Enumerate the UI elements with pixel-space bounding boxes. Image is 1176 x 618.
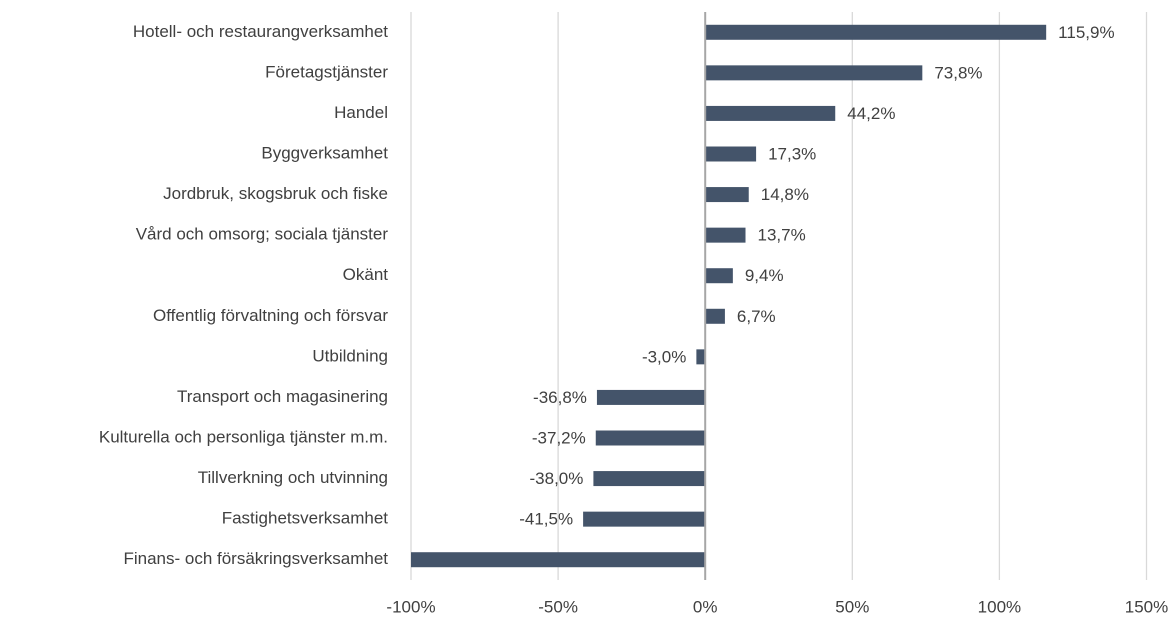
y-tick-label: Offentlig förvaltning och försvar [153,306,388,325]
bar [705,268,733,284]
bar [705,187,749,203]
y-tick-label: Handel [334,103,388,122]
data-label: 6,7% [737,307,776,326]
bar [593,471,706,487]
data-label: 73,8% [934,63,982,82]
data-label: -37,2% [532,428,586,447]
data-label: 13,7% [758,226,806,245]
y-tick-label: Tillverkning och utvinning [198,468,388,487]
data-label: 14,8% [761,185,809,204]
data-label: 9,4% [745,266,784,285]
y-tick-label: Hotell- och restaurangverksamhet [133,22,388,41]
x-tick-label: 50% [835,597,869,616]
data-label: 17,3% [768,144,816,163]
y-tick-label: Vård och omsorg; sociala tjänster [136,225,389,244]
data-label: -38,0% [530,469,584,488]
bar [583,511,706,527]
data-label: 115,9% [1058,23,1114,42]
y-tick-label: Kulturella och personliga tjänster m.m. [99,427,388,446]
bar [705,146,757,162]
x-tick-label: 100% [978,597,1021,616]
y-tick-label: Finans- och försäkringsverksamhet [123,549,388,568]
bar [596,389,706,405]
y-tick-label: Utbildning [312,346,388,365]
y-tick-label: Byggverksamhet [261,143,388,162]
data-label: -36,8% [533,388,587,407]
x-tick-label: -50% [538,597,578,616]
bar [705,227,746,243]
bar [411,552,706,568]
data-label: 44,2% [847,104,895,123]
y-tick-label: Företagstjänster [265,62,388,81]
x-tick-label: 0% [693,597,718,616]
x-tick-label: 150% [1125,597,1168,616]
y-tick-label: Transport och magasinering [177,387,388,406]
bar [696,349,706,365]
y-tick-label: Okänt [343,265,389,284]
y-tick-label: Fastighetsverksamhet [222,509,389,528]
bar [705,65,923,81]
bar [705,308,725,324]
y-tick-label: Jordbruk, skogsbruk och fiske [163,184,388,203]
bar [705,105,836,121]
data-label: -3,0% [642,347,686,366]
bar [705,24,1047,40]
x-tick-label: -100% [386,597,435,616]
bar [595,430,706,446]
data-label: -41,5% [519,510,573,529]
